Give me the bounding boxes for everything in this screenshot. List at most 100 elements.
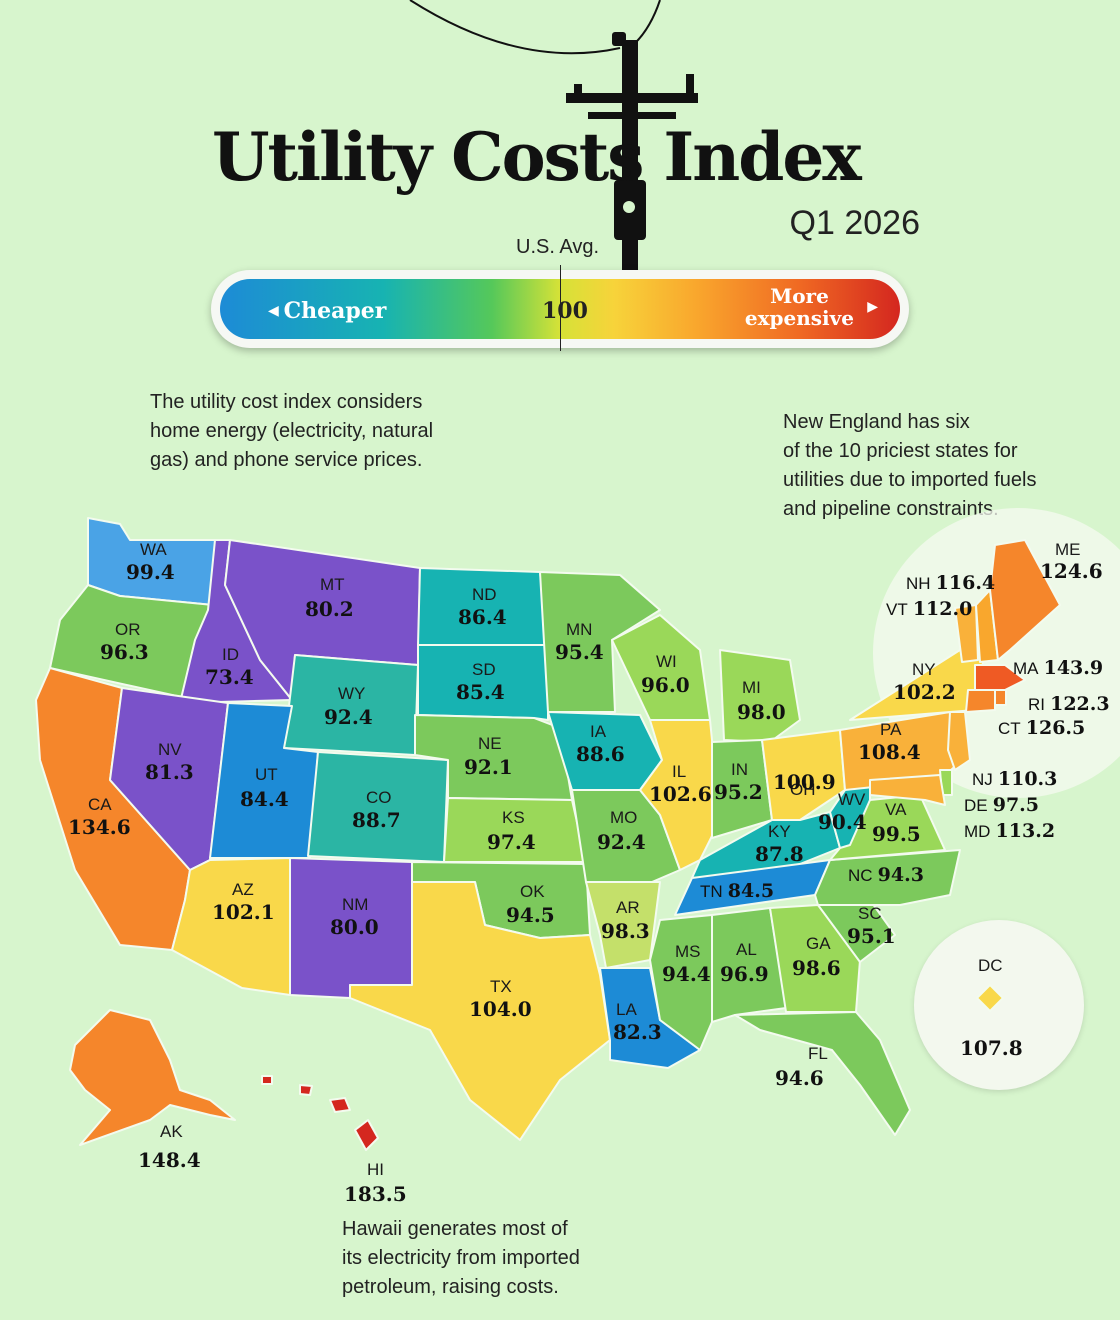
- hawaii-note: Hawaii generates most of its electricity…: [342, 1215, 580, 1302]
- state-label-WI: WI: [656, 652, 677, 671]
- state-value-AL: 96.9: [720, 962, 769, 986]
- state-label-KY: KY: [768, 822, 791, 841]
- state-CT[interactable]: [965, 689, 996, 713]
- state-value-VT: 112.0: [912, 598, 973, 620]
- state-MA[interactable]: [974, 664, 1026, 691]
- state-label-NH: NH: [906, 574, 931, 593]
- state-NJ[interactable]: [947, 711, 971, 771]
- state-VT-label: VT 112.0: [886, 598, 972, 620]
- state-VT[interactable]: [954, 604, 979, 663]
- note-line: gas) and phone service prices.: [150, 449, 423, 471]
- state-NC[interactable]: [814, 849, 961, 906]
- state-value-OH: 100.9: [773, 770, 836, 794]
- state-MI[interactable]: [719, 649, 801, 743]
- state-value-AR: 98.3: [601, 919, 650, 943]
- state-TX[interactable]: [349, 881, 611, 1141]
- state-label-MD: MD: [964, 822, 991, 841]
- state-value-DE: 97.5: [992, 794, 1039, 816]
- state-AR[interactable]: [585, 881, 661, 969]
- definition-note: The utility cost index considers home en…: [150, 388, 433, 475]
- state-label-VA: VA: [885, 800, 907, 819]
- state-label-UT: UT: [255, 765, 278, 784]
- state-TN-label: TN 84.5: [700, 880, 774, 902]
- state-value-MO: 92.4: [597, 830, 646, 854]
- state-value-ME: 124.6: [1040, 559, 1103, 583]
- note-line: utilities due to imported fuels: [783, 469, 1037, 491]
- state-label-PA: PA: [880, 720, 902, 739]
- note-line: its electricity from imported: [342, 1247, 580, 1269]
- state-FL[interactable]: [734, 1011, 911, 1136]
- state-label-MN: MN: [566, 620, 593, 639]
- state-MD-label: MD 113.2: [964, 820, 1055, 842]
- state-value-MT: 80.2: [305, 597, 354, 621]
- state-HI-maui[interactable]: [329, 1097, 351, 1113]
- state-value-CT: 126.5: [1025, 717, 1086, 739]
- state-OH[interactable]: [761, 729, 846, 821]
- state-MA-label: MA 143.9: [1013, 657, 1103, 679]
- state-label-NV: NV: [158, 740, 182, 759]
- state-label-TN: TN: [700, 882, 723, 901]
- state-value-VA: 99.5: [872, 822, 921, 846]
- state-label-MS: MS: [675, 942, 701, 961]
- page-title: Utility Costs Index: [212, 118, 862, 196]
- state-value-FL: 94.6: [775, 1066, 824, 1090]
- state-AL[interactable]: [711, 907, 787, 1023]
- state-HI[interactable]: [354, 1119, 379, 1151]
- state-label-DC: DC: [978, 956, 1003, 975]
- state-AK[interactable]: [69, 1009, 236, 1146]
- state-value-MS: 94.4: [662, 962, 711, 986]
- state-label-NE: NE: [478, 734, 502, 753]
- state-value-IA: 88.6: [576, 742, 625, 766]
- state-label-NJ: NJ: [972, 770, 993, 789]
- state-ME[interactable]: [989, 539, 1061, 661]
- state-label-DE: DE: [964, 796, 988, 815]
- state-label-KS: KS: [502, 808, 525, 827]
- state-value-MD: 113.2: [995, 820, 1056, 842]
- state-CT-label: CT 126.5: [998, 717, 1085, 739]
- state-label-OK: OK: [520, 882, 545, 901]
- state-value-WV: 90.4: [818, 810, 867, 834]
- note-line: of the 10 priciest states for: [783, 440, 1018, 462]
- state-label-OH: OH: [790, 780, 816, 799]
- state-label-NC: NC: [848, 866, 873, 885]
- new-england-note: New England has six of the 10 priciest s…: [783, 408, 1036, 524]
- scale-average-value: 100: [542, 298, 588, 324]
- color-scale-legend: Cheaper 100 More expensive ▶: [211, 265, 909, 351]
- state-label-MO: MO: [610, 808, 638, 827]
- state-MD[interactable]: [869, 774, 946, 806]
- state-SD[interactable]: [417, 644, 549, 721]
- state-value-NC: 94.3: [877, 864, 924, 886]
- state-value-NH: 116.4: [935, 572, 996, 594]
- state-NH-label: NH 116.4: [906, 572, 995, 594]
- state-RI[interactable]: [994, 689, 1007, 706]
- state-value-NV: 81.3: [145, 760, 194, 784]
- state-LA[interactable]: [599, 967, 701, 1069]
- state-label-IL: IL: [672, 762, 687, 781]
- state-HI-kauai[interactable]: [261, 1075, 273, 1085]
- state-label-ME: ME: [1055, 540, 1081, 559]
- state-value-CO: 88.7: [352, 808, 401, 832]
- state-value-MI: 98.0: [737, 700, 786, 724]
- state-value-KS: 97.4: [487, 830, 536, 854]
- scale-more-line2: expensive: [744, 306, 854, 330]
- state-label-FL: FL: [808, 1044, 828, 1063]
- note-line: Hawaii generates most of: [342, 1218, 568, 1240]
- state-value-MA: 143.9: [1043, 657, 1104, 679]
- state-value-OK: 94.5: [506, 903, 555, 927]
- state-value-KY: 87.8: [755, 842, 804, 866]
- state-label-ND: ND: [472, 585, 497, 604]
- state-label-WY: WY: [338, 684, 366, 703]
- state-value-IL: 102.6: [649, 782, 712, 806]
- state-WI[interactable]: [611, 614, 711, 721]
- state-HI-oahu[interactable]: [299, 1084, 313, 1096]
- note-line: The utility cost index considers: [150, 391, 423, 413]
- state-RI-label: RI 122.3: [1028, 693, 1110, 715]
- state-value-DC: 107.8: [960, 1036, 1023, 1060]
- note-line: home energy (electricity, natural: [150, 420, 434, 442]
- state-label-AL: AL: [736, 940, 757, 959]
- state-label-CT: CT: [998, 719, 1021, 738]
- state-AZ[interactable]: [171, 857, 291, 996]
- state-DC[interactable]: [976, 984, 1004, 1012]
- scale-more-line1: More: [770, 284, 829, 308]
